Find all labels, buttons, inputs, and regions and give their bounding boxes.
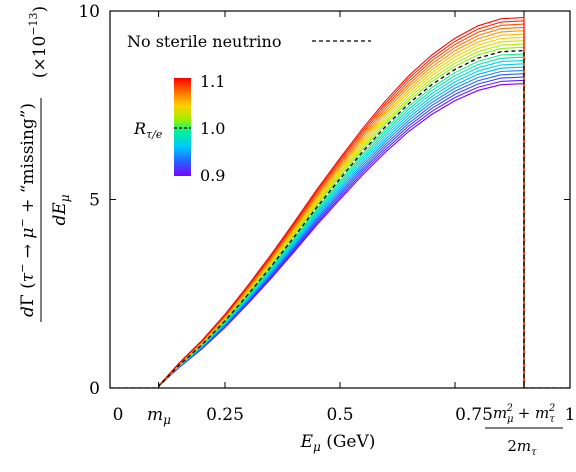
x-axis-label: Eμ (GeV) [300,432,376,454]
xtick-label-m-mu: mμ [147,405,171,427]
colorbar-tick-max: 1.1 [200,72,225,91]
x-tick-label-0: 0 [113,405,124,425]
y-axis-label: dΓ (τ− → μ− + “missing”) dEμ (×10−13) [16,6,72,322]
svg-text:dΓ (τ− → μ− + “missing”): dΓ (τ− → μ− + “missing”) [16,103,38,317]
x-tick-label-1: 0.25 [206,405,244,425]
legend-reference-label: No sterile neutrino [127,32,281,51]
svg-text:(×10−13): (×10−13) [27,6,50,78]
x-tick-label-4: 1 [565,405,576,425]
xtick-label-endpoint: mμ2 + mτ2 2mτ [485,403,563,458]
y-tick-label-0: 0 [89,379,100,399]
colorbar-gradient [174,78,191,176]
axis-ticks [109,10,571,389]
series-line-r-19 [110,20,570,388]
svg-text:mμ2 + mτ2: mμ2 + mτ2 [493,403,555,425]
y-tick-label-1: 5 [89,191,100,211]
colorbar-tick-min: 0.9 [200,166,225,185]
svg-text:2mτ: 2mτ [507,437,537,458]
colorbar-tick-mid: 1.0 [200,119,225,138]
curves-group [110,16,570,388]
y-tick-labels: 0 5 10 [78,2,100,399]
colorbar-title: Rτ/e [133,119,163,141]
svg-text:dEμ: dEμ [50,194,72,225]
y-tick-label-2: 10 [78,2,100,22]
colorbar: 1.1 1.0 0.9 Rτ/e [133,72,225,185]
x-tick-label-3: 0.75 [455,405,493,425]
series-line-r-20 [110,16,570,388]
x-tick-label-2: 0.5 [326,405,353,425]
series-line-reference [110,49,570,388]
legend-reference: No sterile neutrino [127,32,371,51]
x-tick-labels: 0 0.25 0.5 0.75 1 [113,405,576,425]
